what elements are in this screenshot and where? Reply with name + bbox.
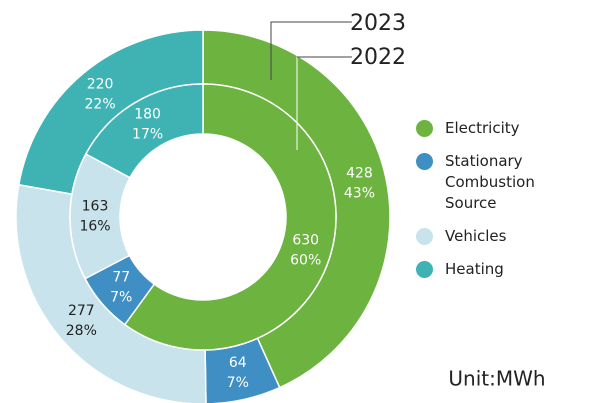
value-label: 64	[229, 355, 247, 371]
series-label: 2022	[350, 45, 406, 70]
legend-label: Heating	[445, 260, 504, 278]
value-label: 77	[112, 270, 130, 286]
legend-swatch	[416, 261, 433, 278]
legend-item: Heating	[416, 259, 591, 280]
legend-item: Electricity	[416, 118, 591, 139]
percent-label: 17%	[132, 126, 163, 142]
percent-label: 22%	[85, 97, 116, 113]
percent-label: 7%	[110, 290, 132, 306]
percent-label: 43%	[344, 185, 375, 201]
value-label: 220	[87, 77, 114, 93]
legend-label: Vehicles	[445, 227, 507, 245]
percent-label: 7%	[227, 375, 249, 391]
value-label: 277	[68, 303, 95, 319]
percent-label: 16%	[79, 218, 110, 234]
legend-swatch	[416, 228, 433, 245]
legend-label: Stationary Combustion Source	[445, 152, 535, 212]
legend: Electricity Stationary Combustion Source V…	[416, 118, 591, 292]
legend-item: Stationary Combustion Source	[416, 151, 591, 214]
leader-line	[270, 21, 352, 80]
series-label: 2023	[350, 11, 406, 36]
unit-label: Unit:MWh	[448, 367, 545, 391]
legend-swatch	[416, 120, 433, 137]
value-label: 163	[82, 198, 109, 214]
percent-label: 60%	[290, 252, 321, 268]
rings	[15, 29, 391, 403]
donut-segment	[84, 83, 204, 179]
donut-segment	[123, 83, 337, 351]
legend-swatch	[416, 153, 433, 170]
value-label: 180	[134, 106, 161, 122]
value-label: 630	[292, 232, 319, 248]
legend-item: Vehicles	[416, 226, 591, 247]
percent-label: 28%	[66, 323, 97, 339]
legend-label: Electricity	[445, 119, 520, 137]
value-label: 428	[346, 165, 373, 181]
